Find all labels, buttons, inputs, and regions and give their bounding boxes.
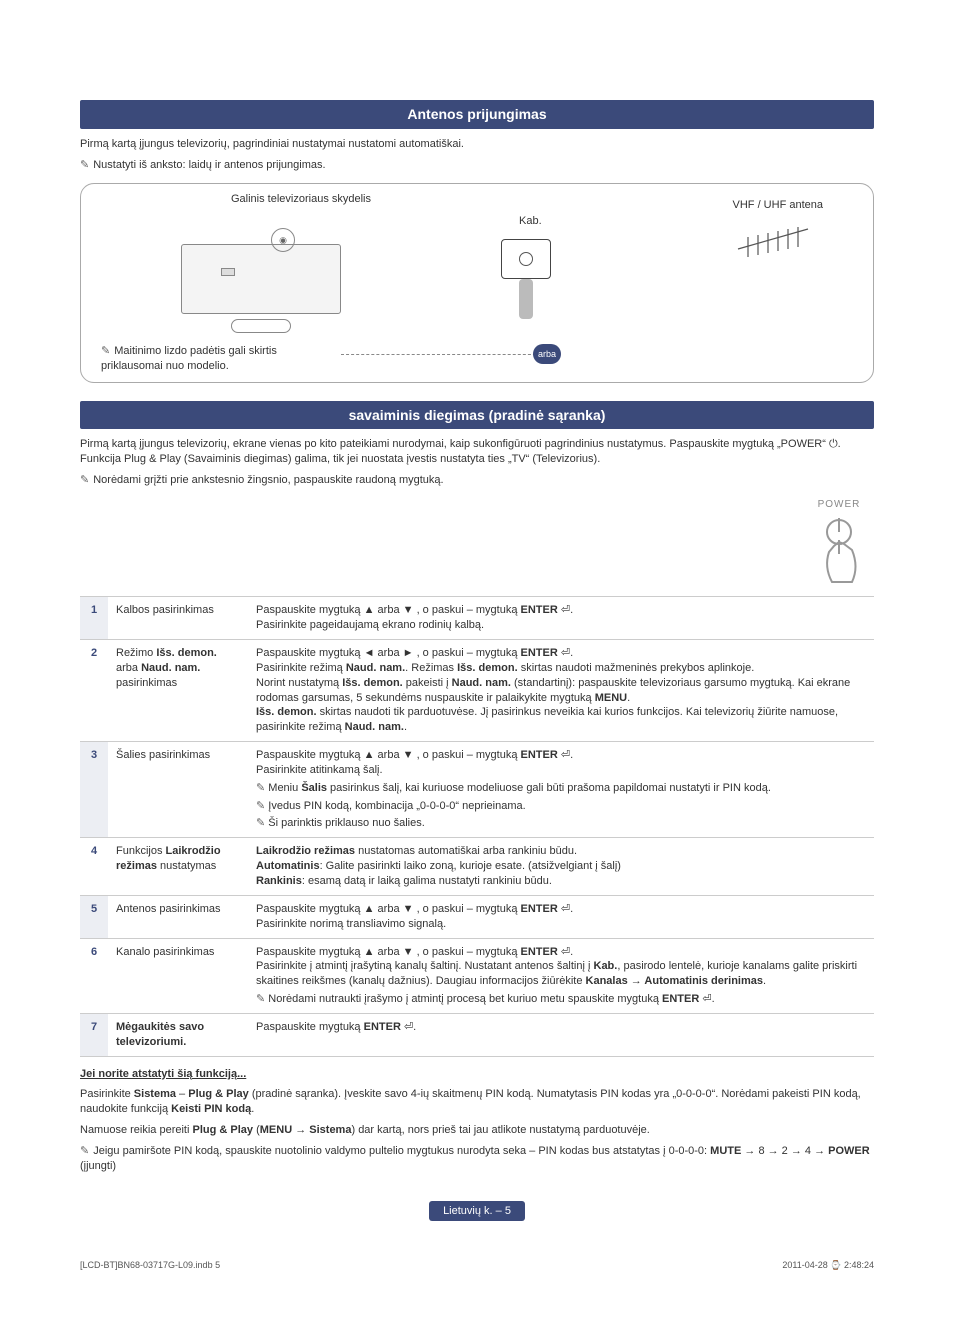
step-num-5: 5 xyxy=(80,895,108,938)
steps-table: 1 Kalbos pasirinkimas Paspauskite mygtuk… xyxy=(80,596,874,1056)
antenna-icon xyxy=(733,219,813,259)
step-body-6: Paspauskite mygtuką ▲ arba ▼ , o paskui … xyxy=(248,938,874,1013)
step-body-1: Paspauskite mygtuką ▲ arba ▼ , o paskui … xyxy=(248,597,874,640)
intro-text-1: Pirmą kartą įjungus televizorių, pagrind… xyxy=(80,137,874,152)
step-title-7: Mėgaukitės savo televizoriumi. xyxy=(108,1013,248,1056)
tv-stand-icon xyxy=(231,319,291,333)
step-title-3: Šalies pasirinkimas xyxy=(108,742,248,838)
step-title-2: Režimo Išs. demon. arba Naud. nam. pasir… xyxy=(108,640,248,742)
reset-heading: Jei norite atstatyti šią funkciją... xyxy=(80,1067,874,1082)
step-num-4: 4 xyxy=(80,838,108,896)
step-body-2: Paspauskite mygtuką ◄ arba ► , o paskui … xyxy=(248,640,874,742)
step-num-2: 2 xyxy=(80,640,108,742)
label-vhf: VHF / UHF antena xyxy=(733,198,823,213)
step-row-1: 1 Kalbos pasirinkimas Paspauskite mygtuk… xyxy=(80,597,874,640)
step3-note3: Ši parinktis priklauso nuo šalies. xyxy=(270,816,866,831)
port-icon xyxy=(221,268,235,276)
step6-note1: Norėdami nutraukti įrašymo į atmintį pro… xyxy=(270,992,866,1007)
section-header-setup: savaiminis diegimas (pradinė sąranka) xyxy=(80,401,874,430)
print-footer-left: [LCD-BT]BN68-03717G-L09.indb 5 xyxy=(80,1259,220,1271)
power-label: POWER xyxy=(804,498,874,512)
cable-connector-icon xyxy=(519,279,533,319)
page-footer: Lietuvių k. – 5 xyxy=(80,1204,874,1219)
intro-text-2: Pirmą kartą įjungus televizorių, ekrane … xyxy=(80,437,874,467)
step-row-3: 3 Šalies pasirinkimas Paspauskite mygtuk… xyxy=(80,742,874,838)
step3-note1: Meniu Šalis pasirinkus šalį, kai kuriuos… xyxy=(270,781,866,796)
step-row-5: 5 Antenos pasirinkimas Paspauskite mygtu… xyxy=(80,895,874,938)
section-header-antenna: Antenos prijungimas xyxy=(80,100,874,129)
page-number-badge: Lietuvių k. – 5 xyxy=(429,1201,525,1221)
print-footer: [LCD-BT]BN68-03717G-L09.indb 5 2011-04-2… xyxy=(80,1259,874,1271)
step-title-6: Kanalo pasirinkimas xyxy=(108,938,248,1013)
step-num-7: 7 xyxy=(80,1013,108,1056)
power-hand-icon: POWER xyxy=(804,498,874,596)
step-body-4: Laikrodžio režimas nustatomas automatišk… xyxy=(248,838,874,896)
note-power-position: Maitinimo lizdo padėtis gali skirtis pri… xyxy=(101,344,341,374)
label-back-panel: Galinis televizoriaus skydelis xyxy=(231,192,371,207)
label-kab: Kab. xyxy=(519,214,542,229)
step-title-1: Kalbos pasirinkimas xyxy=(108,597,248,640)
arba-badge: arba xyxy=(533,344,561,364)
step-row-7: 7 Mėgaukitės savo televizoriumi. Paspaus… xyxy=(80,1013,874,1056)
connection-diagram: Galinis televizoriaus skydelis Kab. VHF … xyxy=(80,183,874,383)
step-row-6: 6 Kanalo pasirinkimas Paspauskite mygtuk… xyxy=(80,938,874,1013)
step-row-2: 2 Režimo Išs. demon. arba Naud. nam. pas… xyxy=(80,640,874,742)
reset-p1: Pasirinkite Sistema – Plug & Play (pradi… xyxy=(80,1087,874,1117)
step-body-3: Paspauskite mygtuką ▲ arba ▼ , o paskui … xyxy=(248,742,874,838)
ant-port-icon: ◉ xyxy=(271,228,295,252)
reset-note: Jeigu pamiršote PIN kodą, spauskite nuot… xyxy=(80,1144,874,1174)
step-num-3: 3 xyxy=(80,742,108,838)
cable-eye-icon xyxy=(519,252,533,266)
step-row-4: 4 Funkcijos Laikrodžio režimas nustatyma… xyxy=(80,838,874,896)
print-footer-right: 2011-04-28 ⌚ 2:48:24 xyxy=(782,1259,874,1271)
note-back-step: Norėdami grįžti prie ankstesnio žingsnio… xyxy=(80,473,874,488)
step-body-5: Paspauskite mygtuką ▲ arba ▼ , o paskui … xyxy=(248,895,874,938)
step-num-1: 1 xyxy=(80,597,108,640)
dotted-line xyxy=(341,354,541,355)
note-preset: Nustatyti iš anksto: laidų ir antenos pr… xyxy=(80,158,874,173)
step-title-4: Funkcijos Laikrodžio režimas nustatymas xyxy=(108,838,248,896)
step3-note2: Įvedus PIN kodą, kombinacija „0-0-0-0“ n… xyxy=(270,799,866,814)
step-num-6: 6 xyxy=(80,938,108,1013)
step-title-5: Antenos pasirinkimas xyxy=(108,895,248,938)
tv-back-icon xyxy=(181,244,341,314)
step-body-7: Paspauskite mygtuką ENTER ⏎. xyxy=(248,1013,874,1056)
reset-p2: Namuose reikia pereiti Plug & Play (MENU… xyxy=(80,1123,874,1138)
